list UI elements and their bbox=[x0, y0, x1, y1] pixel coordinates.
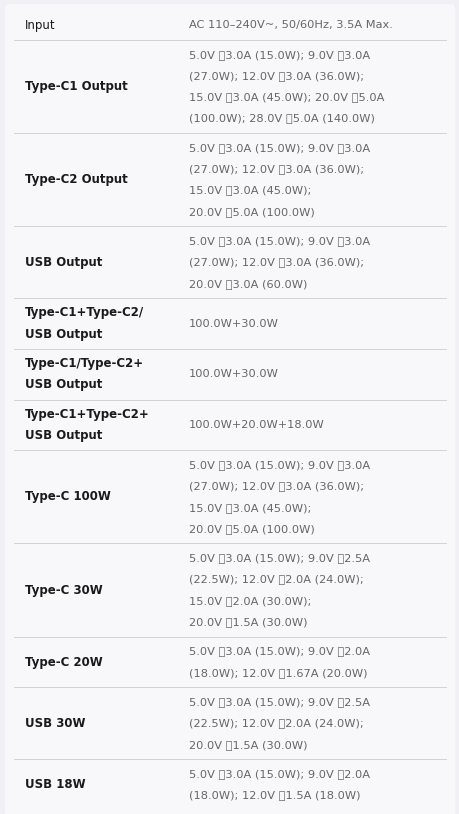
Text: Type-C 30W: Type-C 30W bbox=[25, 584, 103, 597]
Text: USB Output: USB Output bbox=[25, 429, 102, 442]
Text: (27.0W); 12.0V ⧜3.0A (36.0W);: (27.0W); 12.0V ⧜3.0A (36.0W); bbox=[188, 164, 363, 174]
Text: 15.0V ⧜3.0A (45.0W); 20.0V ⧜5.0A: 15.0V ⧜3.0A (45.0W); 20.0V ⧜5.0A bbox=[188, 92, 383, 103]
Text: (22.5W); 12.0V ⧜2.0A (24.0W);: (22.5W); 12.0V ⧜2.0A (24.0W); bbox=[188, 718, 363, 729]
Text: 15.0V ⧜3.0A (45.0W);: 15.0V ⧜3.0A (45.0W); bbox=[188, 502, 310, 513]
Text: 5.0V ⧜3.0A (15.0W); 9.0V ⧜2.5A: 5.0V ⧜3.0A (15.0W); 9.0V ⧜2.5A bbox=[188, 554, 369, 563]
Text: USB Output: USB Output bbox=[25, 256, 102, 269]
Text: 20.0V ⧜1.5A (30.0W): 20.0V ⧜1.5A (30.0W) bbox=[188, 617, 307, 627]
Text: (27.0W); 12.0V ⧜3.0A (36.0W);: (27.0W); 12.0V ⧜3.0A (36.0W); bbox=[188, 257, 363, 267]
Text: USB Output: USB Output bbox=[25, 379, 102, 392]
Text: Type-C1+Type-C2+: Type-C1+Type-C2+ bbox=[25, 408, 150, 421]
Text: 5.0V ⧜3.0A (15.0W); 9.0V ⧜3.0A: 5.0V ⧜3.0A (15.0W); 9.0V ⧜3.0A bbox=[188, 50, 369, 59]
Text: AC 110–240V~, 50/60Hz, 3.5A Max.: AC 110–240V~, 50/60Hz, 3.5A Max. bbox=[188, 20, 392, 30]
Text: (18.0W); 12.0V ⧜1.67A (20.0W): (18.0W); 12.0V ⧜1.67A (20.0W) bbox=[188, 667, 366, 677]
Text: (18.0W); 12.0V ⧜1.5A (18.0W): (18.0W); 12.0V ⧜1.5A (18.0W) bbox=[188, 790, 359, 800]
FancyBboxPatch shape bbox=[5, 4, 454, 814]
Text: Type-C2 Output: Type-C2 Output bbox=[25, 173, 128, 186]
Text: Type-C1 Output: Type-C1 Output bbox=[25, 80, 128, 93]
Text: 5.0V ⧜3.0A (15.0W); 9.0V ⧜3.0A: 5.0V ⧜3.0A (15.0W); 9.0V ⧜3.0A bbox=[188, 143, 369, 153]
Text: 20.0V ⧜1.5A (30.0W): 20.0V ⧜1.5A (30.0W) bbox=[188, 740, 307, 750]
Text: 5.0V ⧜3.0A (15.0W); 9.0V ⧜3.0A: 5.0V ⧜3.0A (15.0W); 9.0V ⧜3.0A bbox=[188, 236, 369, 246]
Text: 100.0W+30.0W: 100.0W+30.0W bbox=[188, 370, 278, 379]
Text: 5.0V ⧜3.0A (15.0W); 9.0V ⧜2.0A: 5.0V ⧜3.0A (15.0W); 9.0V ⧜2.0A bbox=[188, 769, 369, 779]
Text: 100.0W+30.0W: 100.0W+30.0W bbox=[188, 318, 278, 329]
Text: Type-C 100W: Type-C 100W bbox=[25, 490, 111, 503]
Text: 100.0W+20.0W+18.0W: 100.0W+20.0W+18.0W bbox=[188, 420, 324, 430]
Text: (22.5W); 12.0V ⧜2.0A (24.0W);: (22.5W); 12.0V ⧜2.0A (24.0W); bbox=[188, 575, 363, 584]
Text: USB 30W: USB 30W bbox=[25, 717, 86, 730]
Text: Type-C 20W: Type-C 20W bbox=[25, 655, 103, 668]
Text: 5.0V ⧜3.0A (15.0W); 9.0V ⧜2.0A: 5.0V ⧜3.0A (15.0W); 9.0V ⧜2.0A bbox=[188, 646, 369, 656]
Text: 5.0V ⧜3.0A (15.0W); 9.0V ⧜2.5A: 5.0V ⧜3.0A (15.0W); 9.0V ⧜2.5A bbox=[188, 697, 369, 707]
Text: Input: Input bbox=[25, 19, 56, 32]
Text: USB Output: USB Output bbox=[25, 328, 102, 341]
Text: (27.0W); 12.0V ⧜3.0A (36.0W);: (27.0W); 12.0V ⧜3.0A (36.0W); bbox=[188, 481, 363, 492]
Text: 20.0V ⧜5.0A (100.0W): 20.0V ⧜5.0A (100.0W) bbox=[188, 207, 313, 217]
Text: (100.0W); 28.0V ⧜5.0A (140.0W): (100.0W); 28.0V ⧜5.0A (140.0W) bbox=[188, 113, 374, 124]
Text: Type-C1/Type-C2+: Type-C1/Type-C2+ bbox=[25, 357, 144, 370]
Text: Type-C1+Type-C2/: Type-C1+Type-C2/ bbox=[25, 307, 144, 320]
Text: 20.0V ⧜3.0A (60.0W): 20.0V ⧜3.0A (60.0W) bbox=[188, 278, 306, 289]
Text: 5.0V ⧜3.0A (15.0W); 9.0V ⧜3.0A: 5.0V ⧜3.0A (15.0W); 9.0V ⧜3.0A bbox=[188, 460, 369, 470]
Text: USB 18W: USB 18W bbox=[25, 778, 86, 791]
Text: 15.0V ⧜2.0A (30.0W);: 15.0V ⧜2.0A (30.0W); bbox=[188, 596, 310, 606]
Text: 15.0V ⧜3.0A (45.0W);: 15.0V ⧜3.0A (45.0W); bbox=[188, 186, 310, 195]
Text: 20.0V ⧜5.0A (100.0W): 20.0V ⧜5.0A (100.0W) bbox=[188, 523, 313, 534]
Text: (27.0W); 12.0V ⧜3.0A (36.0W);: (27.0W); 12.0V ⧜3.0A (36.0W); bbox=[188, 71, 363, 81]
